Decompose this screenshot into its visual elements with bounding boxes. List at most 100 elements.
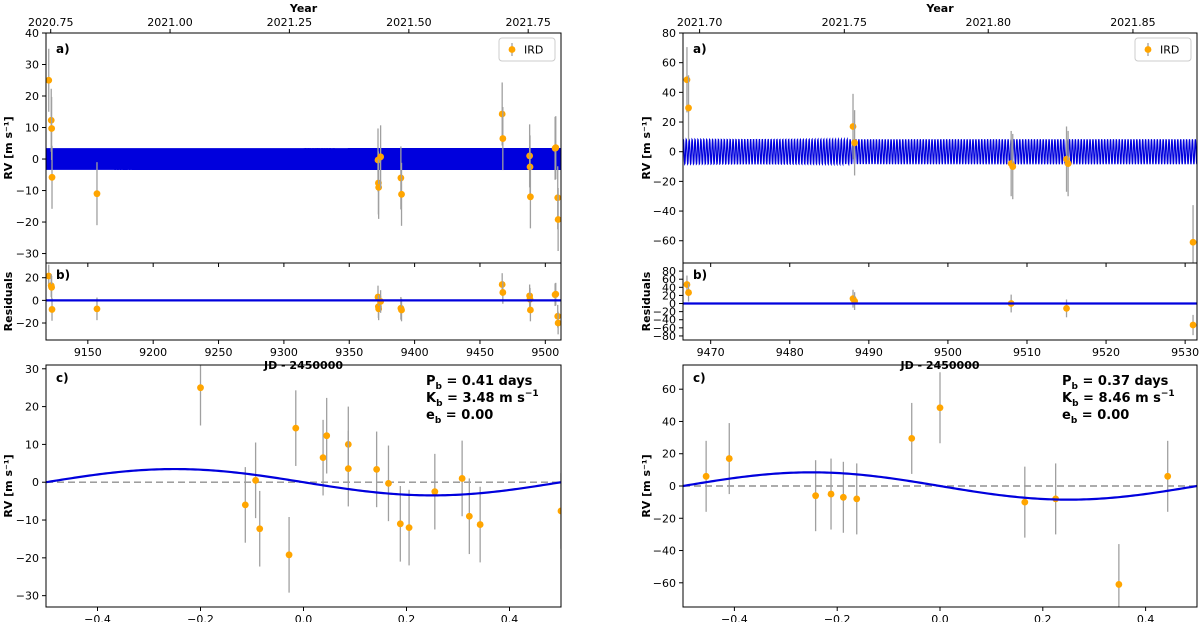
- res-ytick-label-8: −80: [653, 330, 676, 343]
- phase-point-6: [908, 435, 916, 442]
- phase-xtick-label-3: 0.2: [398, 613, 416, 622]
- phase-point-10: [373, 465, 381, 473]
- res-ytick-label-4: 0: [669, 298, 676, 311]
- res-xtick-label-2: 9490: [855, 346, 883, 359]
- phase-point-11: [385, 479, 392, 487]
- phase-point-0: [702, 472, 710, 480]
- phase-point-14: [431, 488, 439, 496]
- phase-point-10: [1115, 581, 1123, 588]
- rv-point-3: [48, 173, 56, 181]
- rv-model-curve: [683, 137, 1197, 167]
- year-tick-label-2: 2021.25: [267, 16, 313, 29]
- rv-point-7: [1064, 160, 1072, 167]
- phase-ytick-label-2: 10: [25, 438, 39, 451]
- res-ytick-label-0: 80: [662, 265, 676, 278]
- rv-point-3: [851, 139, 858, 147]
- res-xtick-label-6: 9450: [466, 346, 494, 359]
- res-xtick-label-6: 9530: [1171, 346, 1199, 359]
- phase-ytick-label-1: 20: [25, 401, 39, 414]
- rv-point-0: [683, 76, 691, 84]
- phase-xtick-label-1: −0.2: [824, 613, 851, 622]
- res-xtick-label-3: 9500: [934, 346, 962, 359]
- annotation-amplitude: Kb = 8.46 m s−1: [1062, 389, 1175, 409]
- res-point-6: [1189, 321, 1197, 329]
- phase-point-9: [344, 465, 352, 473]
- rv-point-9: [397, 174, 405, 182]
- legend-marker: [1144, 46, 1152, 53]
- rv-ytick-label-1: 30: [25, 59, 39, 72]
- year-tick-label-1: 2021.00: [147, 16, 193, 29]
- res-ytick-label-6: −40: [653, 314, 676, 327]
- phase-ytick-label-5: −20: [16, 552, 39, 565]
- res-point-5: [1063, 304, 1070, 312]
- phase-ytick-label-4: −20: [653, 512, 676, 525]
- rv-point-8: [377, 153, 385, 161]
- annotation-amplitude-value: = 8.46 m s: [1079, 391, 1162, 406]
- phase-point-13: [405, 524, 413, 531]
- rv-ytick-label-1: 60: [662, 57, 676, 70]
- legend-marker: [508, 46, 516, 53]
- res-y-axis-label: Residuals: [640, 271, 653, 331]
- panel-label-b: b): [56, 268, 70, 282]
- res-ytick-label-5: −20: [653, 306, 676, 319]
- phase-point-2: [252, 476, 260, 484]
- annotation-eccentricity-subscript: b: [435, 416, 442, 426]
- res-point-15: [527, 306, 534, 314]
- res-ytick-label-2: −20: [16, 317, 39, 330]
- year-tick-label-0: 2020.75: [28, 16, 74, 29]
- annotation-period-subscript: b: [436, 382, 443, 392]
- annotation-period: Pb = 0.37 days: [1062, 374, 1169, 392]
- rv-ytick-label-7: −60: [653, 235, 676, 248]
- phase-point-4: [839, 493, 847, 501]
- legend: IRD: [1134, 37, 1192, 62]
- res-point-4: [93, 305, 101, 313]
- phase-point-4: [285, 551, 293, 559]
- res-xtick-label-4: 9350: [335, 346, 363, 359]
- annotation-amplitude-superscript: −1: [1161, 389, 1175, 399]
- rv-ytick-label-3: 20: [662, 116, 676, 129]
- rv-ytick-label-5: −20: [653, 175, 676, 188]
- annotation-amplitude-subscript: b: [1072, 399, 1079, 409]
- res-xtick-label-2: 9250: [205, 346, 233, 359]
- phase-model-curve: [46, 467, 561, 497]
- res-point-8: [377, 298, 385, 305]
- rv-point-17: [552, 144, 560, 152]
- phase-xtick-label-1: −0.2: [187, 613, 214, 622]
- phase-xtick-label-2: 0.0: [931, 613, 949, 622]
- phase-xtick-label-0: −0.4: [721, 613, 748, 622]
- panel-label-a: a): [693, 42, 707, 56]
- phase-point-1: [725, 455, 733, 462]
- annotation-eccentricity: eb = 0.00: [426, 408, 493, 426]
- left-figure: 40 30 20 10 0 −10 −20 −30 2020.75 2021.00 2021.25 2…: [2, 2, 562, 622]
- phase-point-5: [292, 424, 300, 432]
- phase-point-0: [197, 384, 204, 392]
- rv-ytick-label-0: 40: [25, 27, 39, 40]
- phase-point-18: [557, 507, 561, 515]
- phase-ytick-label-3: 0: [32, 476, 39, 489]
- phase-ytick-label-4: −10: [16, 514, 39, 527]
- annotation-eccentricity-subscript: b: [1071, 416, 1078, 426]
- res-xtick-label-1: 9200: [139, 346, 167, 359]
- rv-ytick-label-7: −30: [16, 248, 39, 261]
- year-tick-label-2: 2021.80: [965, 16, 1011, 29]
- phase-xtick-label-4: 0.4: [1137, 613, 1155, 622]
- rv-panel-frame: [45, 32, 562, 264]
- res-xtick-label-3: 9300: [270, 346, 298, 359]
- res-points: [683, 275, 1197, 336]
- phase-point-12: [396, 520, 404, 528]
- phase-ytick-label-6: −60: [653, 577, 676, 590]
- year-axis-title: Year: [289, 2, 318, 15]
- phase-point-2: [812, 492, 820, 500]
- annotation-period-subscript: b: [1072, 382, 1079, 392]
- rv-point-2: [849, 123, 857, 130]
- year-axis-title: Year: [925, 2, 954, 15]
- rv-point-4: [93, 190, 101, 198]
- res-point-0: [683, 281, 691, 288]
- rv-ytick-label-2: 20: [25, 90, 39, 103]
- res-ytick-label-3: 20: [662, 289, 676, 302]
- res-xtick-label-0: 9470: [697, 346, 725, 359]
- rv-point-0: [46, 76, 53, 84]
- rv-point-8: [1189, 238, 1197, 246]
- res-point-11: [498, 281, 506, 288]
